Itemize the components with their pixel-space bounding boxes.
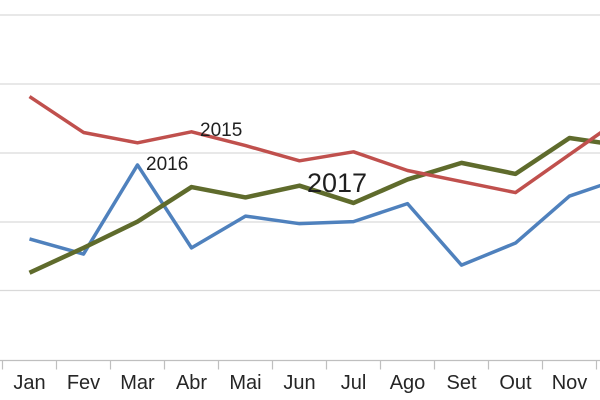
x-axis-label: Mai [229, 372, 261, 394]
x-axis-label: Mar [120, 372, 155, 394]
x-axis-label: Ago [390, 372, 426, 394]
x-axis-label: Set [446, 372, 476, 394]
series-label-2016: 2016 [146, 154, 189, 175]
series-label-2017: 2017 [307, 168, 368, 198]
x-axis-label: Jun [283, 372, 315, 394]
x-axis-label: Jan [13, 372, 45, 394]
x-axis-label: Jul [341, 372, 367, 394]
series-label-2015: 2015 [200, 120, 243, 141]
series-line-2015 [28, 95, 600, 195]
x-axis-label: Fev [67, 372, 100, 394]
x-axis-label: Nov [552, 372, 588, 394]
x-axis-label: Abr [176, 372, 207, 394]
series-line-2017 [28, 135, 600, 275]
series-line-2016 [29, 163, 600, 267]
x-axis-label: Out [499, 372, 532, 394]
